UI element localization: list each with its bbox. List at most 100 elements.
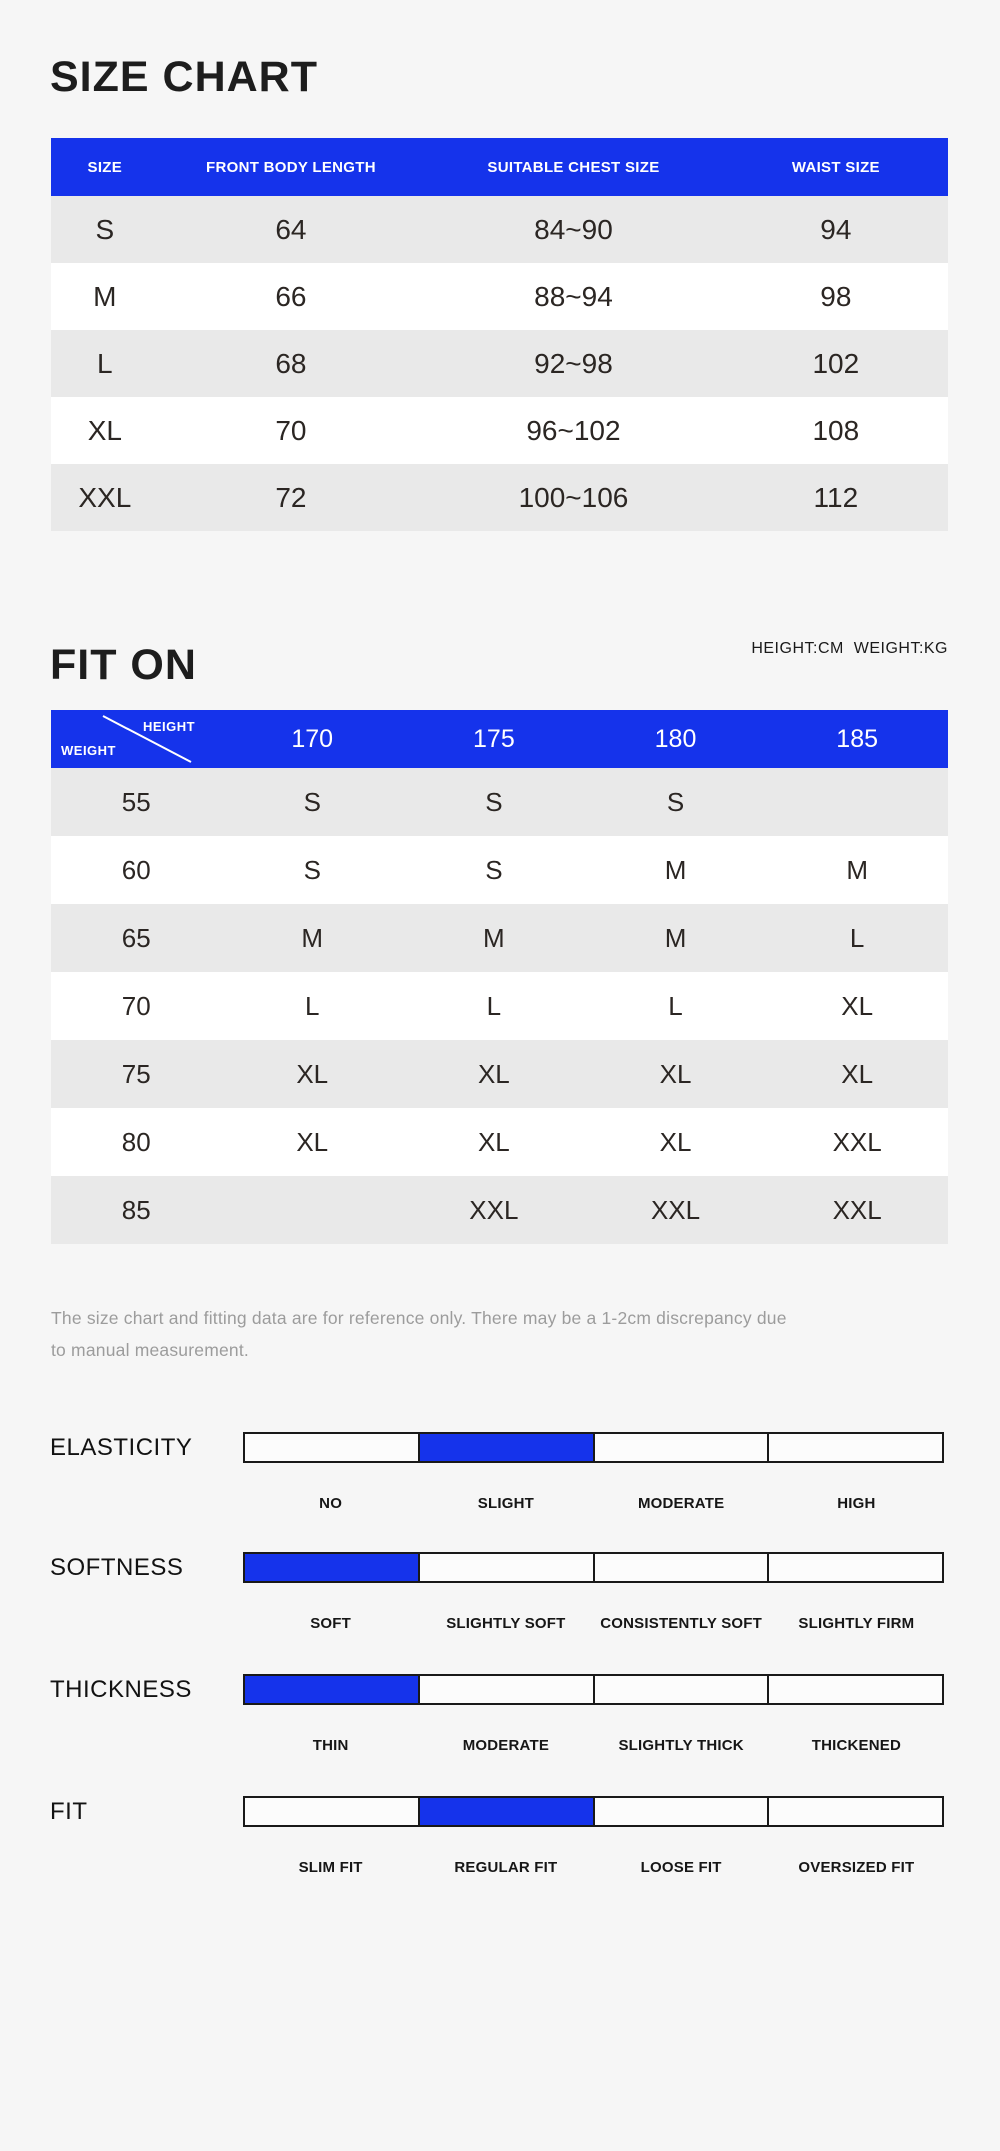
scale-segment	[769, 1798, 942, 1825]
fit-on-table: HEIGHT WEIGHT 170 175 180 185 55 S S S 6…	[51, 710, 948, 1244]
option-label: THIN	[312, 1737, 349, 1754]
column-header-height-180: 180	[654, 724, 697, 753]
thickness-scale-bar	[243, 1674, 944, 1705]
option-label: SLIGHTLY FIRM	[798, 1615, 915, 1632]
scale-segment	[769, 1434, 942, 1461]
fit-row-60: 60 S S M M	[51, 836, 948, 904]
column-header-size: SIZE	[87, 158, 123, 176]
column-header-height-175: 175	[473, 724, 515, 753]
fit-label: FIT	[50, 1798, 88, 1825]
corner-weight-label: WEIGHT	[61, 743, 116, 758]
size-cell: XXL	[469, 1194, 519, 1225]
option-label: SOFT	[310, 1615, 352, 1632]
fit-row-80: 80 XL XL XL XXL	[51, 1108, 948, 1176]
thickness-option-labels: THIN MODERATE SLIGHTLY THICK THICKENED	[243, 1737, 944, 1754]
table-cell: 102	[812, 347, 860, 379]
option-label: SLIGHTLY SOFT	[446, 1615, 566, 1632]
column-header-front-body-length: FRONT BODY LENGTH	[206, 158, 376, 176]
option-label: MODERATE	[462, 1737, 550, 1754]
weight-cell: 55	[121, 786, 151, 817]
softness-row: SOFTNESS SOFT SLIGHTLY SOFT CONSISTENTLY…	[0, 1552, 1000, 1647]
size-cell: XXL	[832, 1194, 882, 1225]
fit-row-65: 65 M M M L	[51, 904, 948, 972]
disclaimer-line-1: The size chart and fitting data are for …	[51, 1307, 787, 1328]
size-cell: S	[303, 786, 321, 817]
scale-segment	[595, 1798, 770, 1825]
table-cell: 64	[275, 213, 307, 245]
elasticity-row: ELASTICITY NO SLIGHT MODERATE HIGH	[0, 1432, 1000, 1527]
option-label: MODERATE	[637, 1495, 725, 1512]
size-cell: XL	[296, 1058, 329, 1089]
weight-cell: 70	[121, 990, 151, 1021]
elasticity-option-labels: NO SLIGHT MODERATE HIGH	[243, 1495, 944, 1512]
scale-segment	[245, 1798, 420, 1825]
option-label: NO	[319, 1495, 343, 1512]
table-cell: 66	[275, 280, 307, 312]
size-cell: XL	[841, 1058, 874, 1089]
corner-height-label: HEIGHT	[143, 719, 196, 734]
table-cell: XXL	[78, 481, 132, 513]
table-cell: 68	[275, 347, 307, 379]
size-cell: M	[664, 922, 687, 953]
fit-scale-bar	[243, 1796, 944, 1827]
size-cell: M	[483, 922, 505, 953]
fit-row: FIT SLIM FIT REGULAR FIT LOOSE FIT OVERS…	[0, 1796, 1000, 1891]
size-row-l: L 68 92~98 102	[51, 330, 948, 397]
weight-cell: 60	[121, 854, 151, 885]
size-cell: XXL	[650, 1194, 701, 1225]
scale-segment	[769, 1554, 942, 1581]
size-cell: S	[666, 786, 685, 817]
column-header-height-185: 185	[836, 724, 879, 753]
scale-segment	[420, 1676, 595, 1703]
size-cell: L	[305, 990, 320, 1021]
fit-on-header-row: HEIGHT WEIGHT 170 175 180 185	[51, 710, 948, 768]
fit-option-labels: SLIM FIT REGULAR FIT LOOSE FIT OVERSIZED…	[243, 1859, 944, 1876]
option-label: THICKENED	[811, 1737, 902, 1754]
scale-segment	[595, 1676, 770, 1703]
weight-cell: 85	[121, 1194, 151, 1225]
column-header-height-170: 170	[291, 724, 334, 753]
table-cell: 100~106	[518, 481, 629, 513]
column-header-waist-size: WAIST SIZE	[791, 158, 880, 176]
table-cell: 94	[820, 213, 852, 245]
table-cell: 72	[275, 481, 307, 513]
table-cell: S	[95, 213, 115, 245]
fit-row-85: 85 XXL XXL XXL	[51, 1176, 948, 1244]
option-label: SLIM FIT	[298, 1859, 363, 1876]
weight-cell: 65	[121, 922, 151, 953]
scale-segment	[245, 1676, 420, 1703]
table-cell: 92~98	[534, 347, 613, 379]
size-chart-table: SIZE FRONT BODY LENGTH SUITABLE CHEST SI…	[51, 138, 948, 531]
size-cell: XXL	[832, 1126, 882, 1157]
diagonal-line-icon	[102, 715, 192, 763]
size-cell: L	[486, 990, 502, 1021]
option-label: OVERSIZED FIT	[798, 1859, 915, 1876]
table-cell: L	[97, 347, 113, 379]
scale-segment	[420, 1554, 595, 1581]
scale-segment	[245, 1554, 420, 1581]
units-note: HEIGHT:CM WEIGHT:KG	[751, 640, 948, 657]
size-chart-title: SIZE CHART	[50, 52, 318, 101]
size-cell: S	[485, 854, 503, 885]
size-cell: XL	[477, 1126, 510, 1157]
softness-label: SOFTNESS	[50, 1554, 184, 1581]
fit-row-75: 75 XL XL XL XL	[51, 1040, 948, 1108]
option-label: SLIGHTLY THICK	[618, 1737, 744, 1754]
disclaimer-text: The size chart and fitting data are for …	[51, 1302, 961, 1366]
elasticity-label: ELASTICITY	[50, 1434, 193, 1461]
table-cell: 70	[275, 414, 307, 446]
size-cell: S	[303, 854, 321, 885]
weight-cell: 75	[121, 1058, 151, 1089]
size-cell: M	[301, 922, 324, 953]
size-chart-header-row: SIZE FRONT BODY LENGTH SUITABLE CHEST SI…	[51, 138, 948, 196]
softness-scale-bar	[243, 1552, 944, 1583]
column-header-suitable-chest-size: SUITABLE CHEST SIZE	[487, 158, 660, 176]
thickness-row: THICKNESS THIN MODERATE SLIGHTLY THICK T…	[0, 1674, 1000, 1769]
size-cell: XL	[477, 1058, 510, 1089]
table-cell: 88~94	[534, 280, 613, 312]
weight-cell: 80	[121, 1126, 151, 1157]
size-cell: L	[849, 922, 865, 953]
size-cell: XL	[659, 1126, 692, 1157]
size-row-s: S 64 84~90 94	[51, 196, 948, 263]
height-weight-corner-cell: HEIGHT WEIGHT	[51, 710, 221, 768]
